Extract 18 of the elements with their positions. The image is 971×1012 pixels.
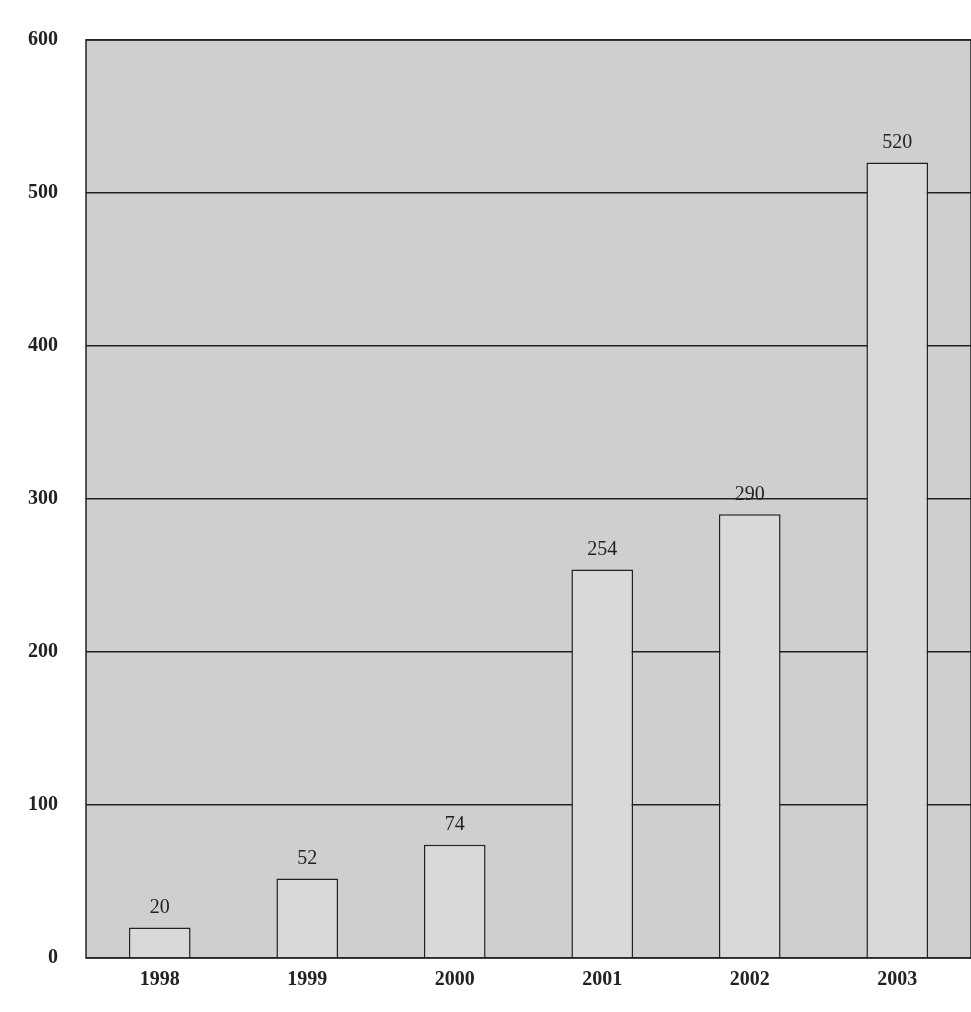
x-tick-label: 2001 xyxy=(582,967,623,990)
x-tick-label: 2000 xyxy=(434,967,475,990)
data-label: 20 xyxy=(149,894,170,917)
x-tick-label: 1998 xyxy=(139,967,180,990)
data-label: 74 xyxy=(444,812,465,835)
x-tick-label: 2002 xyxy=(729,967,770,990)
y-tick-label: 400 xyxy=(28,333,58,356)
y-tick-label: 100 xyxy=(28,792,58,815)
y-tick-label: 200 xyxy=(28,639,58,662)
y-tick-label: 0 xyxy=(48,945,58,968)
y-tick-label: 500 xyxy=(28,180,58,203)
data-label: 52 xyxy=(297,845,318,868)
y-tick-label: 600 xyxy=(28,27,58,50)
data-label: 520 xyxy=(882,129,913,152)
y-tick-label: 300 xyxy=(28,486,58,509)
data-label: 254 xyxy=(587,536,618,559)
x-tick-label: 1999 xyxy=(287,967,328,990)
x-tick-label: 2003 xyxy=(877,967,918,990)
